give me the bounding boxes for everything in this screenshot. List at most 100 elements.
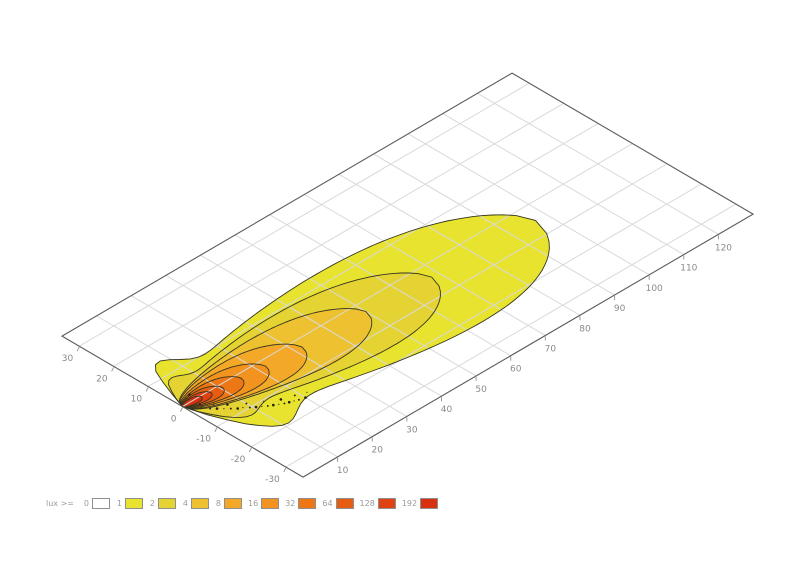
legend-value: 1 bbox=[116, 498, 122, 508]
legend-value: 64 bbox=[322, 498, 333, 508]
grid-line-lateral-0 bbox=[182, 143, 633, 408]
x-tick-label-90: 90 bbox=[614, 304, 626, 314]
legend-item-lux-1: 1 bbox=[116, 498, 143, 509]
noise-speck bbox=[185, 397, 187, 400]
y-tick--10 bbox=[214, 427, 218, 432]
y-tick-label-30: 30 bbox=[62, 354, 74, 364]
noise-speck bbox=[209, 407, 212, 410]
legend-items: 0 1 2 4 8 16 32 64 128 192 bbox=[83, 498, 444, 509]
noise-speck bbox=[306, 391, 308, 393]
contour-line-lux-4 bbox=[178, 308, 373, 410]
noise-speck bbox=[279, 398, 283, 401]
noise-speck bbox=[293, 400, 295, 402]
grid-line-lateral--10 bbox=[216, 163, 668, 428]
grid-line-lateral--30 bbox=[285, 203, 737, 468]
contour-line-lux-192 bbox=[181, 395, 203, 408]
x-tick-label-10: 10 bbox=[337, 466, 349, 476]
noise-speck bbox=[263, 400, 265, 402]
x-tick-label-100: 100 bbox=[646, 284, 663, 294]
contour-line-lux-2 bbox=[168, 272, 441, 418]
y-tick-label-20: 20 bbox=[96, 374, 108, 384]
grid-line-lateral-30 bbox=[78, 82, 530, 347]
legend-swatch bbox=[420, 498, 439, 509]
noise-specks bbox=[185, 391, 308, 410]
legend-swatch bbox=[377, 498, 396, 509]
legend-item-lux-0: 0 bbox=[83, 498, 110, 509]
noise-speck bbox=[188, 393, 191, 396]
legend-item-lux-2: 2 bbox=[149, 498, 176, 509]
y-tick-label-0: 0 bbox=[171, 415, 177, 425]
axis-tick-labels: 1020304050607080901001101203020100-10-20… bbox=[62, 243, 733, 485]
y-tick-label--10: -10 bbox=[196, 435, 211, 445]
noise-speck bbox=[254, 405, 258, 409]
x-tick-label-30: 30 bbox=[406, 425, 418, 435]
noise-speck bbox=[200, 407, 203, 409]
y-tick-label--20: -20 bbox=[231, 455, 246, 465]
x-tick-label-120: 120 bbox=[715, 243, 732, 253]
noise-speck bbox=[266, 404, 269, 407]
legend-swatch bbox=[190, 498, 209, 509]
x-tick-label-80: 80 bbox=[579, 324, 591, 334]
grid-line-lateral--20 bbox=[251, 183, 702, 448]
x-tick-label-70: 70 bbox=[545, 344, 557, 354]
noise-speck bbox=[229, 407, 232, 410]
noise-speck bbox=[297, 398, 300, 401]
grid-border-outline bbox=[60, 72, 755, 478]
legend-item-lux-8: 8 bbox=[215, 498, 242, 509]
axis-ticks bbox=[76, 235, 719, 473]
x-tick-label-110: 110 bbox=[680, 264, 697, 274]
legend-swatch bbox=[298, 498, 317, 509]
legend-swatch bbox=[261, 498, 280, 509]
y-tick-label--30: -30 bbox=[265, 475, 280, 485]
noise-speck bbox=[248, 406, 251, 409]
y-tick--30 bbox=[283, 467, 287, 473]
grid-line-lateral-20 bbox=[113, 102, 564, 367]
legend-value: 2 bbox=[149, 498, 155, 508]
legend-item-lux-64: 64 bbox=[322, 498, 354, 509]
y-tick-label-10: 10 bbox=[131, 394, 143, 404]
noise-speck bbox=[226, 403, 229, 406]
legend-item-lux-128: 128 bbox=[360, 498, 396, 509]
noise-speck bbox=[245, 402, 248, 405]
contour-line-lux-8 bbox=[179, 343, 308, 410]
y-tick-10 bbox=[145, 387, 149, 392]
noise-speck bbox=[283, 402, 286, 405]
lux-legend: lux >= 0 1 2 4 8 16 32 64 128 192 bbox=[46, 498, 444, 509]
contour-line-lux-16 bbox=[180, 363, 270, 409]
x-tick-label-50: 50 bbox=[475, 385, 487, 395]
noise-speck bbox=[236, 407, 239, 410]
contour-line-lux-1 bbox=[155, 214, 550, 427]
ground-grid bbox=[78, 82, 737, 468]
legend-item-lux-32: 32 bbox=[285, 498, 317, 509]
legend-value: 32 bbox=[285, 498, 296, 508]
contour-outlines bbox=[155, 214, 550, 427]
noise-speck bbox=[293, 394, 296, 397]
grid-border bbox=[60, 72, 755, 478]
legend-value: 4 bbox=[182, 498, 188, 508]
legend-value: 8 bbox=[215, 498, 221, 508]
legend-value: 128 bbox=[359, 498, 375, 508]
noise-speck bbox=[198, 403, 201, 406]
legend-swatch bbox=[335, 498, 354, 509]
legend-swatch bbox=[91, 498, 110, 509]
legend-swatch bbox=[124, 498, 143, 509]
noise-speck bbox=[278, 403, 280, 405]
legend-item-lux-192: 192 bbox=[402, 498, 439, 509]
noise-speck bbox=[261, 405, 263, 408]
y-tick-20 bbox=[111, 367, 115, 372]
y-tick-30 bbox=[76, 346, 80, 352]
legend-title: lux >= bbox=[46, 498, 74, 508]
legend-swatch bbox=[223, 498, 242, 509]
legend-value: 16 bbox=[247, 498, 259, 508]
grid-line-lateral-10 bbox=[147, 123, 599, 387]
noise-speck bbox=[304, 396, 307, 399]
contour-line-lux-128 bbox=[181, 391, 213, 408]
noise-speck bbox=[287, 400, 291, 404]
x-tick-label-20: 20 bbox=[372, 446, 384, 456]
legend-item-lux-16: 16 bbox=[247, 498, 280, 509]
contour-line-lux-32 bbox=[180, 376, 245, 409]
legend-item-lux-4: 4 bbox=[182, 498, 209, 509]
y-tick--20 bbox=[248, 447, 252, 453]
